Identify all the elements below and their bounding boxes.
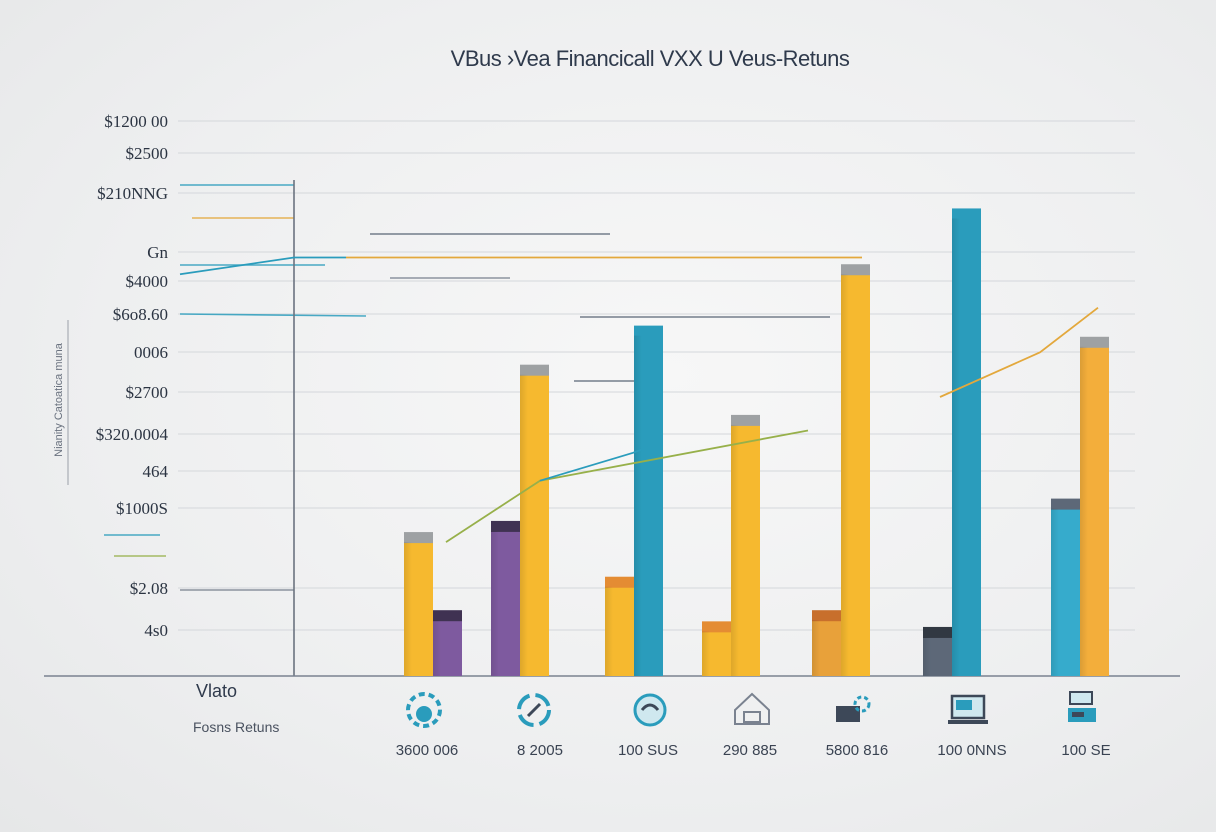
bar-cap <box>491 520 520 532</box>
bar-shade <box>841 274 849 676</box>
y-tick-label: 0006 <box>134 343 168 362</box>
x-tick-label: 5800 816 <box>826 742 889 759</box>
bar-shade <box>952 218 960 676</box>
bar-shade <box>605 586 613 676</box>
y-tick-label: $6o8.60 <box>113 305 168 324</box>
bar-cap <box>702 621 731 633</box>
bar-cap <box>634 325 663 337</box>
bar-shade <box>1080 346 1088 676</box>
bar-cap <box>1080 336 1109 348</box>
trend-lines <box>179 256 1099 543</box>
category-icons <box>406 691 1096 728</box>
bar-cap <box>520 364 549 376</box>
bar-cap <box>952 208 981 220</box>
cycle-arrows-icon <box>517 693 551 727</box>
bar-cap <box>731 414 760 426</box>
gear-laptop-icon <box>836 695 871 722</box>
y-tick-label: Gn <box>147 243 168 262</box>
reference-lines <box>104 184 830 591</box>
bar-cap <box>433 610 462 622</box>
bar-cap <box>923 626 952 638</box>
y-tick-label: $2500 <box>126 144 169 163</box>
trend-line <box>179 256 346 276</box>
trend-line <box>539 446 649 482</box>
server-stack-icon <box>1068 691 1096 722</box>
bar-shade <box>433 620 441 676</box>
bar-shade <box>1051 508 1059 676</box>
reference-line <box>179 313 367 317</box>
house-outline-icon <box>734 692 770 725</box>
bar-cap <box>404 532 433 544</box>
trend-line <box>939 307 1099 398</box>
x-tick-label: 8 2005 <box>517 742 563 759</box>
monitor-icon <box>948 694 988 724</box>
y-tick-label: 4s0 <box>144 621 168 640</box>
bar-shade <box>923 636 931 676</box>
y-tick-label: $4000 <box>126 272 169 291</box>
bar-cap <box>605 576 634 588</box>
x-tick-labels: 3600 006 8 2005 100 SUS 290 885 5800 816 100 … <box>396 742 1111 759</box>
y-tick-label: $210NNG <box>97 184 168 203</box>
chart-title: VBus ›Vea Financicall VXX U Veus-Retuns <box>451 46 850 71</box>
y-tick-label: $2700 <box>126 383 169 402</box>
bar-shade <box>702 631 710 676</box>
x-tick-label: 100 SE <box>1061 742 1110 759</box>
x-tick-label: 290 885 <box>723 742 777 759</box>
y-tick-labels: $1200 00 $2500 $210NNG Gn $4000 $6o8.60 0006 $2… <box>96 112 169 640</box>
y-axis-label: Nianity Catoatica muna <box>53 342 65 457</box>
x-tick-label: 3600 006 <box>396 742 459 759</box>
bar-shade <box>731 424 739 676</box>
bar-shade <box>491 530 499 676</box>
bar-shade <box>812 620 820 676</box>
bar-cap <box>812 610 841 622</box>
y-tick-label: $1200 00 <box>104 112 168 131</box>
bar-shade <box>634 335 642 676</box>
corner-sublabel: Fosns Retuns <box>193 719 279 735</box>
bar-shade <box>404 542 412 676</box>
globe-refresh-icon <box>633 693 667 727</box>
bar-shade <box>520 374 528 676</box>
y-tick-label: $1000S <box>116 499 168 518</box>
gear-cloud-icon <box>406 692 442 728</box>
bar-cap <box>1051 498 1080 510</box>
y-tick-label: 464 <box>143 462 169 481</box>
bar-groups <box>404 208 1109 676</box>
x-tick-label: 100 SUS <box>618 742 678 759</box>
corner-label: Vlato <box>196 681 237 701</box>
x-tick-label: 100 0NNS <box>937 742 1006 759</box>
y-tick-label: $320.0004 <box>96 425 169 444</box>
bar-cap <box>841 264 870 276</box>
y-tick-label: $2.08 <box>130 579 168 598</box>
